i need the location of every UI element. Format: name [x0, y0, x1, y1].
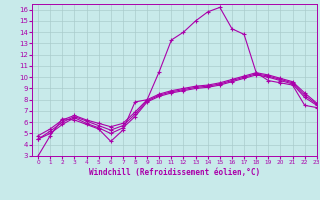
- X-axis label: Windchill (Refroidissement éolien,°C): Windchill (Refroidissement éolien,°C): [89, 168, 260, 177]
